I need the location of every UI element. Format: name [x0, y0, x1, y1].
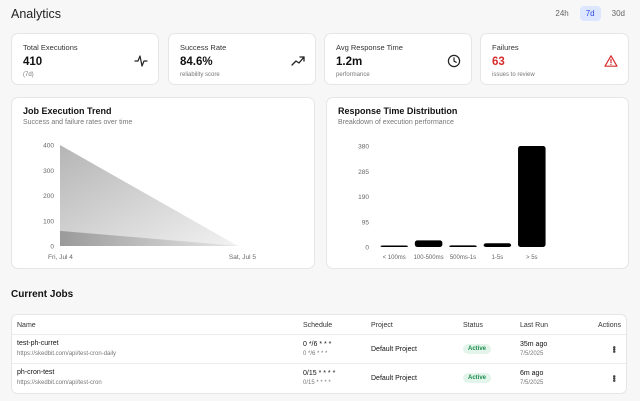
range-7d-button[interactable]: 7d [579, 6, 601, 21]
more-actions-icon[interactable]: ••• [608, 345, 619, 353]
job-schedule-sub: 0 */6 * * * [303, 351, 328, 357]
range-30d-button[interactable]: 30d [611, 9, 625, 18]
column-header-schedule: Schedule [303, 322, 333, 329]
job-last-run-date: 7/5/2025 [520, 351, 544, 357]
stat-sub: (7d) [23, 72, 34, 78]
stat-value: 63 [492, 56, 505, 68]
job-last-run-date: 7/5/2025 [520, 380, 544, 386]
job-project: Default Project [371, 375, 417, 382]
stat-label: Failures [492, 43, 519, 52]
job-name[interactable]: test-ph-curret [17, 340, 59, 347]
activity-icon [134, 55, 148, 67]
table-row[interactable]: ph-cron-test https://skedbit.com/api/tes… [12, 364, 626, 393]
column-header-last-run: Last Run [520, 322, 549, 329]
job-schedule: 0/15 * * * * [303, 370, 336, 377]
chart-subtitle: Breakdown of execution performance [338, 119, 454, 126]
y-tick-label: 190 [358, 194, 369, 201]
trend-chart: 0 100 200 300 400 Fri, Jul 4 Sat, Jul 5 [43, 143, 256, 262]
bar-0 [380, 245, 408, 247]
x-tick-label: 1-5s [492, 255, 504, 261]
y-tick-label: 380 [358, 144, 369, 151]
distribution-chart: 0 95 190 285 380 < 100ms 100-500ms 500ms-1s 1-5s… [358, 144, 546, 261]
bar-4 [518, 146, 546, 247]
job-execution-trend-card: Job Execution Trend Success and failure … [11, 97, 315, 269]
y-tick-label: 400 [43, 143, 54, 150]
stat-card-failures: Failures 63 issues to review [480, 33, 629, 85]
stat-label: Success Rate [180, 43, 227, 52]
stat-value: 410 [23, 56, 43, 68]
job-project: Default Project [371, 346, 417, 353]
area-series-0 [60, 145, 238, 246]
stat-sub: reliability score [180, 72, 220, 78]
job-last-run: 35m ago [520, 341, 548, 348]
x-tick-label: > 5s [526, 255, 538, 261]
alert-triangle-icon [604, 55, 618, 67]
section-title-current-jobs: Current Jobs [11, 289, 74, 300]
chart-title: Response Time Distribution [338, 106, 458, 116]
y-tick-label: 100 [43, 218, 54, 225]
trending-up-icon [291, 56, 305, 66]
y-tick-label: 200 [43, 193, 54, 200]
x-tick-label: Sat, Jul 5 [229, 254, 256, 261]
x-tick-label: < 100ms [383, 255, 406, 261]
bar-3 [483, 243, 512, 247]
table-row[interactable]: test-ph-curret https://skedbit.com/api/t… [12, 335, 626, 364]
stat-label: Avg Response Time [336, 43, 403, 52]
job-name[interactable]: ph-cron-test [17, 369, 55, 376]
area-series-1 [60, 230, 238, 246]
x-tick-label: Fri, Jul 4 [48, 254, 73, 261]
y-tick-label: 95 [362, 219, 370, 226]
stat-value: 1.2m [336, 56, 363, 68]
page-header: Analytics 24h 7d 30d [11, 6, 631, 21]
column-header-project: Project [371, 322, 393, 329]
stat-sub: issues to review [492, 72, 535, 78]
response-time-distribution-card: Response Time Distribution Breakdown of … [326, 97, 629, 269]
jobs-table: Name Schedule Project Status Last Run Ac… [11, 314, 627, 394]
page-title: Analytics [11, 7, 62, 21]
status-badge: Active [463, 373, 492, 383]
column-header-name: Name [17, 322, 36, 329]
time-range-selector: 24h 7d 30d [549, 6, 631, 21]
stat-sub: performance [336, 72, 370, 78]
column-header-actions: Actions [598, 322, 621, 329]
x-tick-label: 500ms-1s [450, 255, 476, 261]
stat-label: Total Executions [23, 43, 78, 52]
range-24h-button[interactable]: 24h [555, 9, 569, 18]
chart-subtitle: Success and failure rates over time [23, 119, 133, 126]
x-tick-label: 100-500ms [414, 255, 444, 261]
job-schedule: 0 */6 * * * [303, 341, 332, 348]
status-badge: Active [463, 344, 492, 354]
y-tick-label: 285 [358, 169, 369, 176]
bar-1 [414, 240, 443, 247]
table-header: Name Schedule Project Status Last Run Ac… [12, 315, 626, 335]
job-schedule-sub: 0/15 * * * * [303, 380, 331, 386]
job-url: https://skedbit.com/api/test-cron [17, 380, 102, 386]
job-url: https://skedbit.com/api/test-cron-daily [17, 351, 117, 357]
stat-card-success-rate: Success Rate 84.6% reliability score [168, 33, 316, 85]
y-tick-label: 0 [365, 245, 369, 252]
y-tick-label: 300 [43, 168, 54, 175]
stat-card-avg-response-time: Avg Response Time 1.2m performance [324, 33, 472, 85]
stat-value: 84.6% [180, 56, 213, 68]
clock-icon [447, 54, 461, 68]
chart-title: Job Execution Trend [23, 106, 112, 116]
more-actions-icon[interactable]: ••• [608, 374, 619, 382]
column-header-status: Status [463, 322, 483, 329]
stat-card-total-executions: Total Executions 410 (7d) [11, 33, 159, 85]
y-tick-label: 0 [50, 244, 54, 251]
job-last-run: 6m ago [520, 370, 544, 377]
bar-2 [449, 245, 477, 247]
